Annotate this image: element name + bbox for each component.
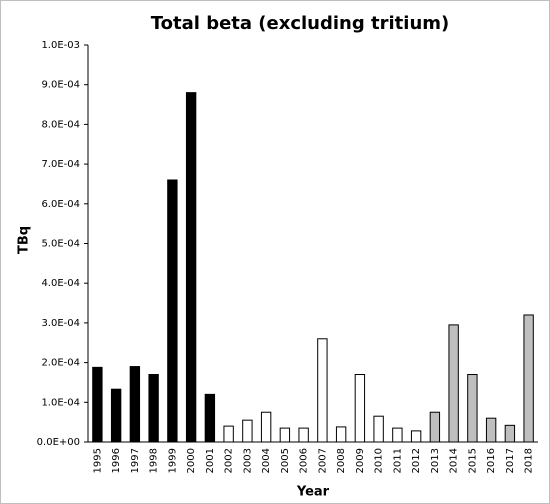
y-tick-label: 7.0E-04 [41, 159, 80, 170]
x-tick-label: 2018 [524, 448, 535, 473]
x-tick-label: 2010 [374, 448, 385, 473]
x-tick-label: 2016 [486, 448, 497, 473]
x-tick-label: 2003 [242, 448, 253, 473]
bar [279, 427, 291, 443]
x-tick-label: 2006 [299, 448, 310, 473]
bar [298, 427, 309, 443]
x-tick-label: 2013 [430, 448, 441, 473]
bar [260, 411, 272, 443]
bar [223, 425, 234, 443]
y-tick-label: 2.0E-04 [41, 358, 80, 369]
bar [242, 419, 253, 443]
bar [373, 415, 384, 443]
bar [335, 426, 347, 443]
x-tick-label: 2011 [392, 448, 403, 473]
bar [410, 430, 422, 443]
y-tick-label: 0.0E+00 [37, 437, 80, 448]
bar [429, 411, 441, 443]
x-tick-label: 2000 [186, 448, 197, 473]
y-axis-title: TBq [17, 226, 32, 254]
bar [204, 393, 216, 443]
chart-title: Total beta (excluding tritium) [151, 13, 450, 34]
x-tick-label: 2008 [336, 448, 347, 473]
x-tick-label: 2001 [205, 448, 216, 473]
bar [504, 424, 516, 443]
x-tick-label: 2007 [317, 448, 328, 473]
x-tick-label: 2005 [280, 448, 291, 473]
bar [129, 366, 141, 443]
x-tick-label: 1998 [149, 448, 160, 473]
x-tick-label: 1996 [111, 448, 122, 473]
x-tick-label: 1995 [92, 448, 103, 473]
x-tick-label: 2004 [261, 448, 272, 473]
x-tick-label: 2009 [355, 448, 366, 473]
x-tick-label: 2017 [505, 448, 516, 473]
y-tick-label: 8.0E-04 [41, 119, 80, 130]
bar [92, 366, 103, 443]
y-tick-label: 1.0E-04 [41, 397, 80, 408]
bar [110, 388, 122, 443]
y-tick-label: 1.0E-03 [41, 40, 80, 51]
bar [448, 324, 459, 443]
bar [523, 314, 534, 443]
x-tick-label: 2014 [449, 448, 460, 473]
x-tick-label: 2012 [411, 448, 422, 473]
x-tick-label: 1999 [167, 448, 178, 473]
bar [485, 417, 497, 443]
y-tick-label: 5.0E-04 [41, 239, 80, 250]
y-tick-label: 6.0E-04 [41, 199, 80, 210]
bar [185, 92, 197, 443]
x-axis-title: Year [296, 485, 330, 500]
bar [467, 374, 478, 443]
bar [148, 374, 159, 443]
bar [317, 338, 328, 443]
bar [392, 427, 403, 443]
x-tick-label: 1997 [130, 448, 141, 473]
x-tick-label: 2002 [224, 448, 235, 473]
bar [354, 374, 366, 443]
bar [167, 179, 178, 443]
y-tick-label: 3.0E-04 [41, 318, 80, 329]
y-tick-label: 4.0E-04 [41, 278, 80, 289]
x-tick-label: 2015 [467, 448, 478, 473]
y-tick-label: 9.0E-04 [41, 80, 80, 91]
